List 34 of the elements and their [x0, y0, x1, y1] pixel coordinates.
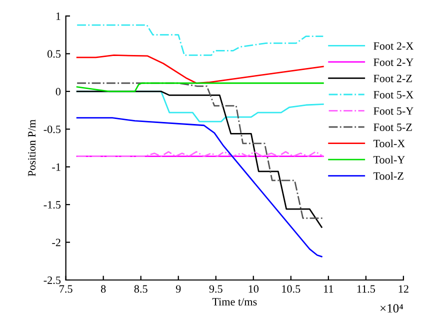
line-series [76, 24, 324, 56]
x-tick-label: 9 [176, 285, 181, 293]
legend-label: Tool-Z [373, 172, 404, 180]
x-tick-label: 11.5 [357, 285, 375, 293]
legend-label: Tool-X [373, 139, 405, 148]
y-tick-label: 0.5 [48, 50, 61, 58]
legend-label: Foot 5-Z [374, 124, 412, 132]
x-tick-label: 10.5 [282, 285, 300, 293]
line-series [76, 117, 322, 258]
text: ×10⁴ [380, 304, 404, 313]
x-axis-title: Time t/ms [212, 298, 257, 306]
legend-label: Tool-Y [373, 156, 405, 164]
y-tick-label: -2.5 [44, 276, 61, 284]
legend-label: Foot 5-X [374, 91, 414, 98]
x-tick-label: 12 [398, 285, 408, 293]
legend-label: Foot 2-X [374, 42, 414, 50]
line-series [76, 82, 324, 92]
y-tick-label: -2 [52, 238, 60, 246]
x-tick-label: 8.5 [134, 285, 148, 293]
x-tick-label: 8 [100, 285, 106, 293]
legend-label: Foot 5-Y [374, 107, 414, 115]
y-tick-label: 0 [56, 88, 61, 96]
y-axis-title: Position P/m [28, 120, 36, 176]
x-tick-label: 9.5 [209, 285, 222, 293]
y-tick-label: -1.5 [44, 201, 61, 209]
x-tick-label: 11 [324, 285, 334, 293]
legend-label: Foot 2-Z [374, 74, 412, 82]
y-tick-label: 1 [56, 12, 60, 20]
x-tick-label: 10 [248, 285, 259, 293]
legend-label: Foot 2-Y [374, 58, 414, 66]
y-tick-label: -0.5 [44, 126, 61, 134]
line-series [76, 54, 324, 84]
x-tick-label: 7.5 [60, 285, 72, 293]
y-tick-label: -1 [52, 163, 60, 171]
